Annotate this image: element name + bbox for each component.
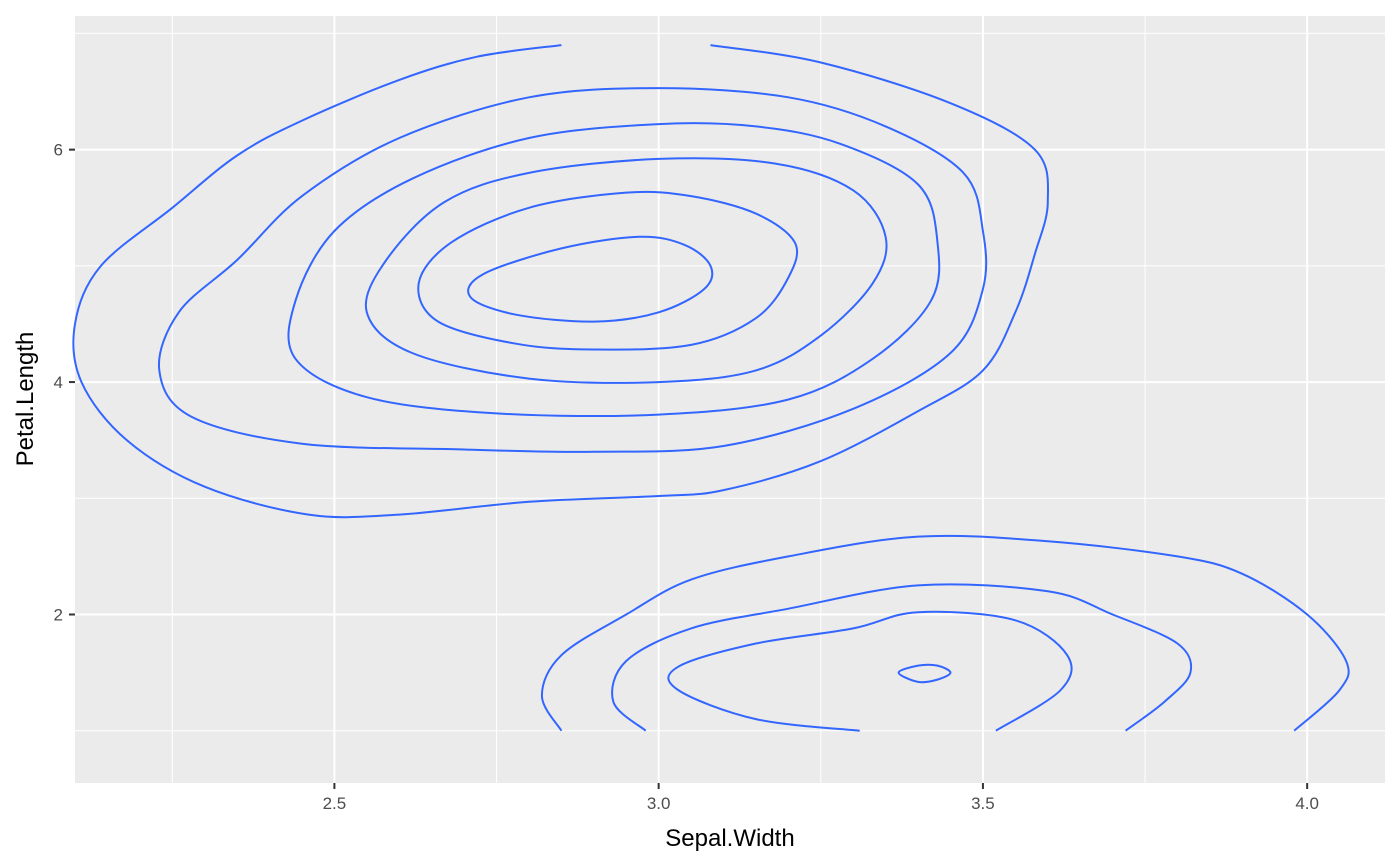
x-tick-label-2: 3.5 xyxy=(971,794,995,813)
minor-gridlines xyxy=(75,16,1385,783)
y-axis-title: Petal.Length xyxy=(12,332,39,467)
y-axis-ticks: 2 4 6 xyxy=(54,141,75,624)
contour-line-7 xyxy=(611,583,1193,732)
contour-line-3 xyxy=(364,157,888,384)
x-tick-label-3: 4.0 xyxy=(1295,794,1319,813)
x-tick-label-0: 2.5 xyxy=(323,794,347,813)
x-axis-title: Sepal.Width xyxy=(665,825,794,852)
contour-line-2 xyxy=(287,122,941,418)
x-tick-label-1: 3.0 xyxy=(647,794,671,813)
contour-line-5 xyxy=(467,235,714,323)
x-axis-ticks: 2.5 3.0 3.5 4.0 xyxy=(323,783,1319,813)
contour-line-1 xyxy=(157,87,988,453)
contour-line-8 xyxy=(667,610,1073,732)
contour-line-4 xyxy=(417,190,799,351)
contour-lines xyxy=(72,44,1350,732)
major-gridlines xyxy=(75,16,1385,783)
plot-panel xyxy=(75,16,1385,783)
y-tick-label-0: 2 xyxy=(54,605,63,624)
y-tick-label-2: 6 xyxy=(54,141,63,160)
contour-line-6 xyxy=(540,534,1350,732)
contour-line-9 xyxy=(897,663,952,684)
y-tick-label-1: 4 xyxy=(54,373,63,392)
contour-line-0 xyxy=(72,44,1050,519)
